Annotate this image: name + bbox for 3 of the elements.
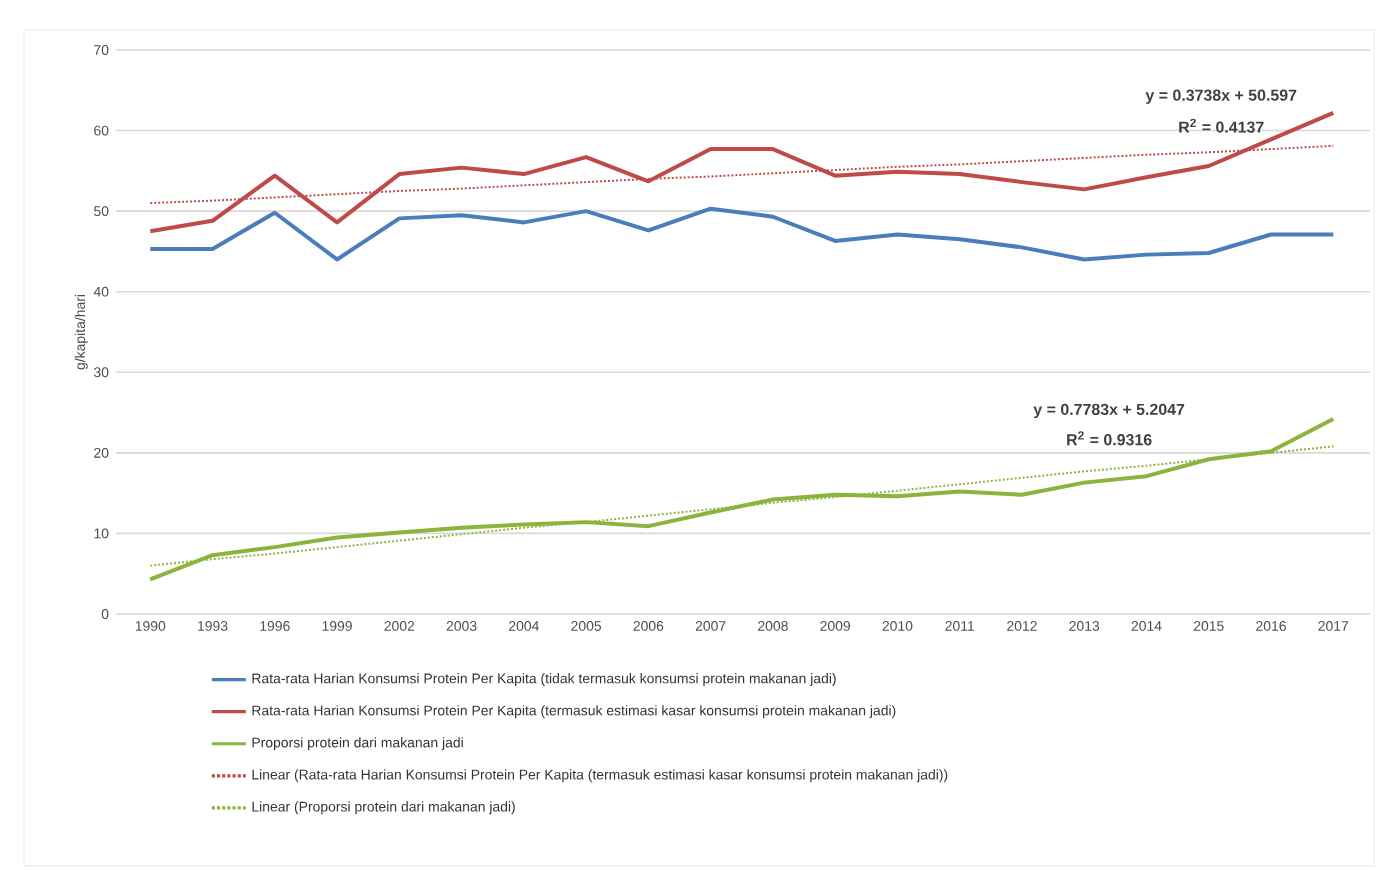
line-series [148, 110, 1336, 234]
line-series [148, 416, 1336, 582]
line-series [148, 206, 1336, 262]
